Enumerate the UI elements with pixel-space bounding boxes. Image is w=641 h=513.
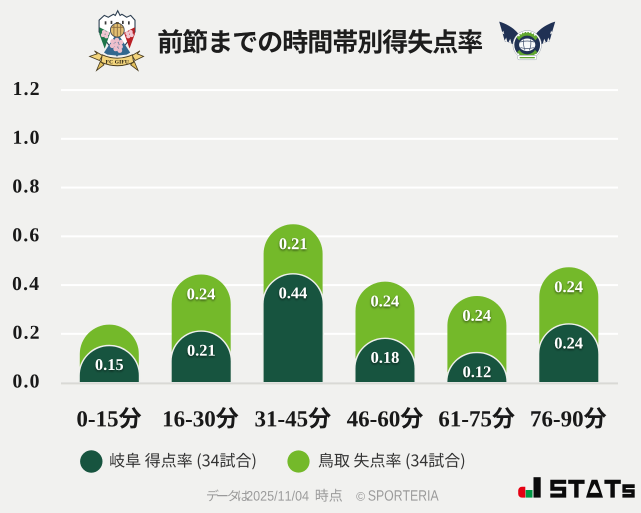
- svg-text:FC GIFU: FC GIFU: [106, 60, 129, 66]
